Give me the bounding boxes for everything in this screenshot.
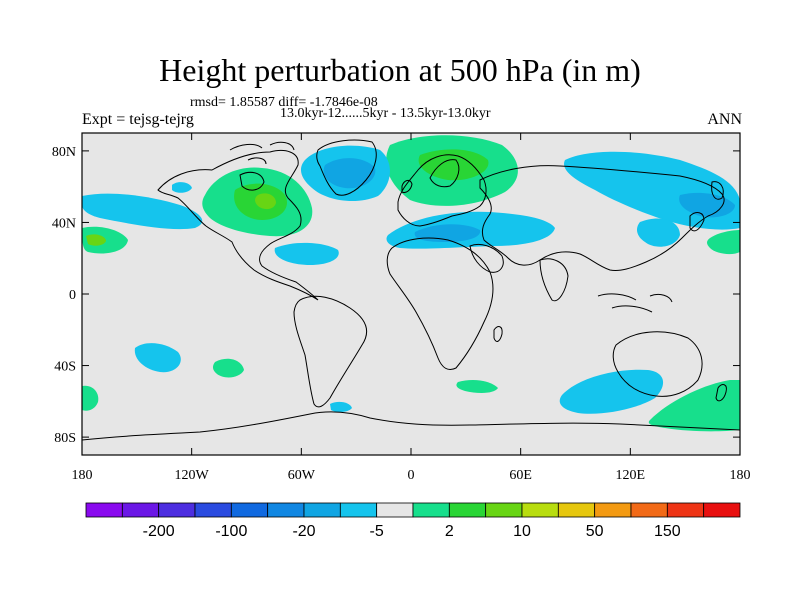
page-title: Height perturbation at 500 hPa (in m): [159, 52, 641, 88]
colorbar-label: -100: [215, 523, 247, 540]
colorbar-swatch: [303, 502, 341, 518]
colorbar-swatch: [557, 502, 596, 518]
colorbar-swatch: [666, 502, 705, 518]
colorbar-swatch: [703, 502, 741, 518]
anomaly-positive-sw-corner: [82, 385, 99, 411]
colorbar-swatch: [158, 502, 196, 518]
colorbar-swatch: [485, 502, 523, 518]
colorbar-label: -200: [143, 523, 175, 540]
anomaly-shading: [82, 135, 740, 432]
coast-new-zealand: [715, 384, 727, 402]
colorbar-label: 150: [654, 523, 681, 540]
stats-subtitle: rmsd= 1.85587 diff= -1.7846e-08: [190, 95, 378, 110]
anomaly-negative-antarctic-spot: [330, 401, 352, 413]
lon-tick-label: 180: [72, 468, 93, 483]
coast-arabia: [469, 243, 504, 273]
lon-tick-label: 120W: [175, 468, 210, 483]
coast-japan: [689, 212, 705, 232]
coast-indonesia: [597, 293, 673, 313]
anomaly-negative-greenland-core: [323, 158, 376, 189]
colorbar-swatch: [230, 502, 269, 518]
coast-north-america: [157, 150, 319, 301]
anomaly-negative-west-pacific: [637, 218, 680, 247]
colorbar-swatch: [448, 502, 487, 518]
anomaly-positive-dateline: [707, 230, 740, 255]
colorbar-label: 50: [586, 523, 604, 540]
coast-madagascar: [493, 326, 503, 342]
colorbar-label: -20: [292, 523, 315, 540]
lon-tick-label: 180: [730, 468, 751, 483]
coast-kamchatka: [711, 181, 724, 200]
longitude-axis: 180 120W 60W 0 60E 120E 180: [72, 133, 751, 483]
anomaly-positive-n-america-peak: [255, 193, 276, 210]
coast-greenland: [316, 139, 377, 196]
coast-india: [539, 258, 569, 302]
anomaly-negative-atlantic: [274, 242, 339, 265]
anomaly-positive-west-edge-core: [86, 234, 106, 246]
colorbar-swatch: [267, 502, 305, 518]
anomaly-negative-mediterranean-core: [414, 224, 481, 242]
lon-tick-label: 120E: [616, 468, 646, 483]
lon-tick-label: 60E: [509, 468, 532, 483]
anomaly-negative-south-indian: [559, 369, 664, 414]
period-subtitle: 13.0kyr-12......5kyr - 13.5kyr-13.0kyr: [280, 106, 491, 121]
coast-africa: [386, 237, 494, 371]
latitude-axis: 80N 40N 0 40S 80S: [52, 145, 740, 446]
lat-tick-label: 40N: [52, 216, 76, 231]
coast-antarctica: [81, 411, 741, 441]
coast-australia: [612, 331, 703, 397]
lat-tick-label: 0: [69, 288, 76, 303]
coast-asia: [479, 165, 725, 271]
season-label: ANN: [707, 111, 742, 128]
colorbar-swatch: [194, 502, 232, 518]
coastlines: [81, 139, 741, 441]
colorbar-label: 2: [445, 523, 454, 540]
coast-british-isles: [401, 179, 413, 193]
colorbar-swatch: [121, 502, 160, 518]
coast-hudson-bay: [239, 171, 265, 191]
colorbar-swatch: [339, 502, 378, 518]
coast-canadian-islands: [229, 141, 295, 165]
colorbar-swatch: [85, 502, 123, 518]
colorbar-swatch: [630, 502, 668, 518]
anomaly-positive-south-atlantic: [212, 358, 244, 378]
colorbar-swatch: [376, 502, 414, 518]
experiment-label: Expt = tejsg-tejrg: [82, 111, 194, 128]
colorbar-swatch: [521, 502, 559, 518]
lon-tick-label: 60W: [288, 468, 316, 483]
anomaly-negative-south-pacific: [134, 343, 181, 373]
coast-scandinavia: [429, 159, 460, 188]
lon-tick-label: 0: [408, 468, 415, 483]
lat-tick-label: 80N: [52, 145, 76, 160]
coast-europe: [397, 154, 487, 227]
anomaly-positive-south-small: [456, 380, 498, 393]
colorbar-swatch: [594, 502, 632, 518]
anomaly-negative-pacific-spot: [172, 182, 192, 193]
colorbar-swatch: [412, 502, 450, 518]
anomaly-negative-pacific: [82, 193, 203, 230]
colorbar-label: -5: [370, 523, 384, 540]
coast-south-america: [293, 295, 368, 408]
colorbar-label: 10: [513, 523, 531, 540]
colorbar: -200 -100 -20 -5 2 10 50 150: [85, 502, 741, 540]
lat-tick-label: 40S: [54, 360, 76, 375]
lat-tick-label: 80S: [54, 431, 76, 446]
